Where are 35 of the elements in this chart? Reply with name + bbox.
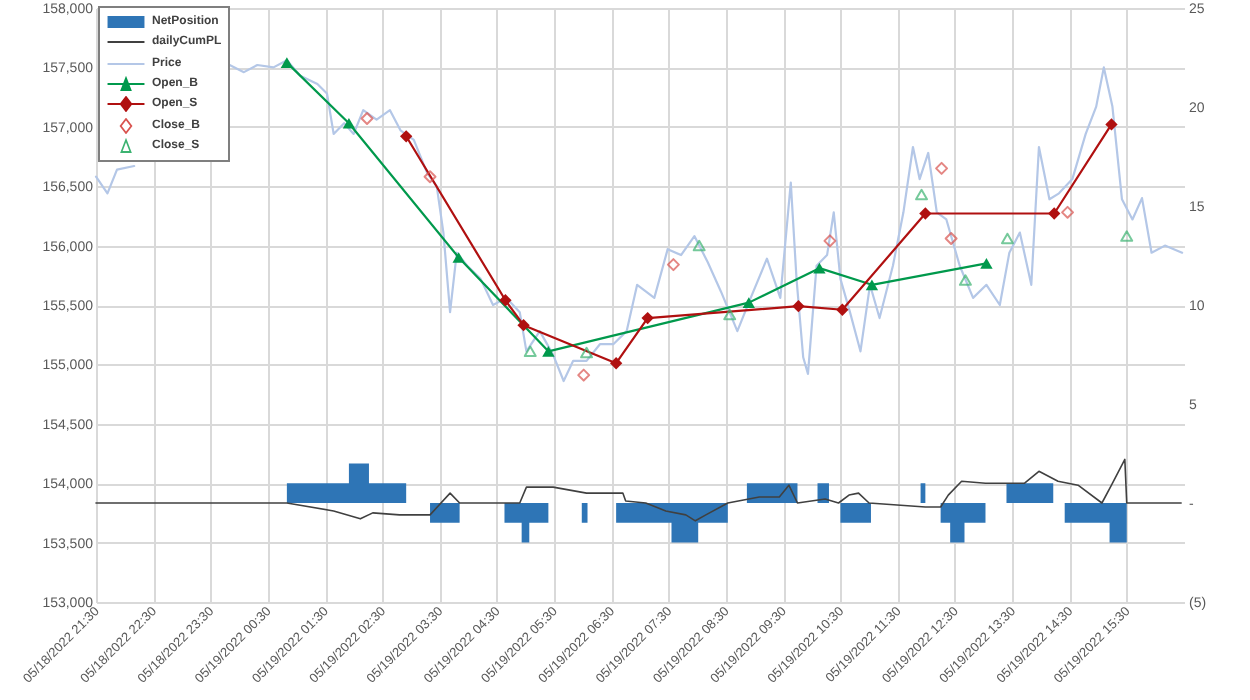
point bbox=[944, 231, 958, 245]
point bbox=[577, 368, 591, 382]
point bbox=[360, 112, 374, 125]
point bbox=[865, 279, 879, 291]
point bbox=[1048, 207, 1061, 220]
point bbox=[919, 207, 932, 220]
point bbox=[609, 357, 623, 370]
point bbox=[958, 274, 972, 286]
point bbox=[935, 161, 949, 175]
line-series bbox=[95, 458, 1182, 522]
point bbox=[423, 170, 437, 184]
point bbox=[342, 117, 356, 129]
point bbox=[517, 319, 530, 332]
point bbox=[1061, 205, 1075, 219]
point bbox=[400, 130, 413, 143]
point bbox=[499, 294, 512, 307]
point bbox=[580, 346, 594, 359]
point bbox=[280, 57, 294, 68]
point bbox=[1120, 230, 1134, 242]
point bbox=[723, 308, 737, 321]
point bbox=[980, 258, 993, 269]
point bbox=[1000, 232, 1014, 245]
point bbox=[742, 297, 755, 308]
point bbox=[836, 303, 849, 316]
point bbox=[542, 345, 555, 357]
point bbox=[452, 252, 465, 263]
point bbox=[792, 300, 805, 313]
point bbox=[823, 234, 837, 248]
point bbox=[641, 311, 654, 325]
point bbox=[692, 239, 706, 252]
point bbox=[813, 262, 826, 274]
point bbox=[666, 258, 680, 272]
point bbox=[523, 345, 537, 358]
point bbox=[915, 188, 929, 201]
point bbox=[1105, 118, 1118, 131]
